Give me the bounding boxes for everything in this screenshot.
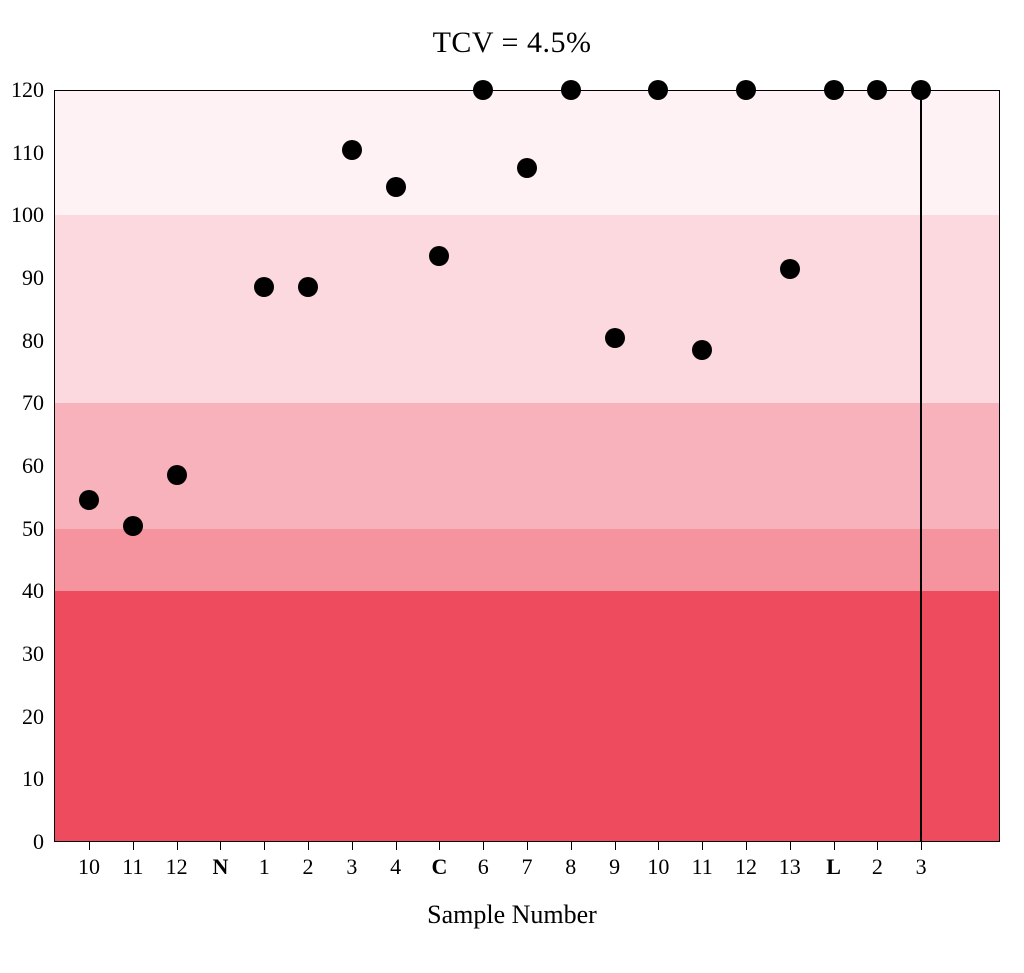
chart-x-tick-label: 10 [78,854,100,880]
chart-y-tick-label: 10 [22,766,44,792]
chart-x-tick-mark [308,842,309,850]
chart-x-tick-label: 13 [779,854,801,880]
chart-point [342,140,362,160]
chart-point [517,158,537,178]
chart-x-tick-mark [877,842,878,850]
chart-x-tick-label: C [431,854,447,880]
chart-band [54,591,1000,842]
chart-point [429,246,449,266]
chart-point [386,177,406,197]
chart-x-tick-mark [220,842,221,850]
chart-point [167,465,187,485]
chart-x-tick-mark [921,842,922,850]
chart-x-tick-mark [439,842,440,850]
chart-point [561,80,581,100]
chart-band [54,529,1000,592]
chart-x-tick-mark [89,842,90,850]
chart-x-tick-label: L [826,854,841,880]
chart-band [54,215,1000,403]
chart-x-tick-label: 6 [478,854,489,880]
chart-vertical-line [920,90,922,842]
chart-x-tick-label: 3 [916,854,927,880]
chart-x-tick-label: 1 [259,854,270,880]
chart-point [254,277,274,297]
chart-x-tick-mark [483,842,484,850]
chart-x-tick-mark [352,842,353,850]
chart-title: TCV = 4.5% [0,26,1024,60]
chart-x-tick-mark [133,842,134,850]
chart-y-tick-label: 30 [22,641,44,667]
chart-y-tick-label: 0 [33,829,44,855]
chart-y-tick-label: 60 [22,453,44,479]
chart-y-tick-label: 40 [22,578,44,604]
chart-x-tick-label: 10 [647,854,669,880]
chart-point [824,80,844,100]
chart-point [298,277,318,297]
chart-point [867,80,887,100]
chart-x-tick-mark [834,842,835,850]
chart-x-tick-mark [396,842,397,850]
chart-x-tick-mark [527,842,528,850]
chart-y-tick-label: 20 [22,704,44,730]
chart-x-axis-label: Sample Number [0,900,1024,930]
chart-x-tick-label: 12 [166,854,188,880]
chart-point [780,259,800,279]
chart-point [473,80,493,100]
chart-x-tick-label: 7 [522,854,533,880]
chart-point [736,80,756,100]
chart-point [648,80,668,100]
chart-point [692,340,712,360]
chart-x-tick-label: 2 [872,854,883,880]
chart-y-tick-label: 70 [22,390,44,416]
chart-band [54,403,1000,528]
chart-x-tick-label: N [212,854,228,880]
chart-x-tick-mark [658,842,659,850]
chart-point [911,80,931,100]
chart-y-tick-label: 120 [11,77,44,103]
chart-point [79,490,99,510]
chart-x-tick-label: 12 [735,854,757,880]
chart-band [54,90,1000,215]
chart-x-tick-label: 11 [692,854,713,880]
chart-x-tick-mark [702,842,703,850]
chart-y-tick-label: 50 [22,516,44,542]
chart-x-tick-mark [177,842,178,850]
chart-x-tick-label: 4 [390,854,401,880]
chart-point [605,328,625,348]
chart-x-tick-mark [615,842,616,850]
chart-x-tick-label: 11 [122,854,143,880]
chart-x-tick-label: 2 [303,854,314,880]
chart-point [123,516,143,536]
chart-plot-area [54,90,1000,842]
chart-y-tick-label: 90 [22,265,44,291]
chart-y-tick-label: 80 [22,328,44,354]
chart-y-tick-label: 100 [11,202,44,228]
chart-x-tick-mark [790,842,791,850]
chart-x-tick-label: 9 [609,854,620,880]
chart-x-tick-label: 3 [346,854,357,880]
chart-y-tick-label: 110 [12,140,44,166]
chart-x-tick-mark [746,842,747,850]
chart-x-tick-mark [571,842,572,850]
chart-x-tick-mark [264,842,265,850]
chart-x-tick-label: 8 [565,854,576,880]
